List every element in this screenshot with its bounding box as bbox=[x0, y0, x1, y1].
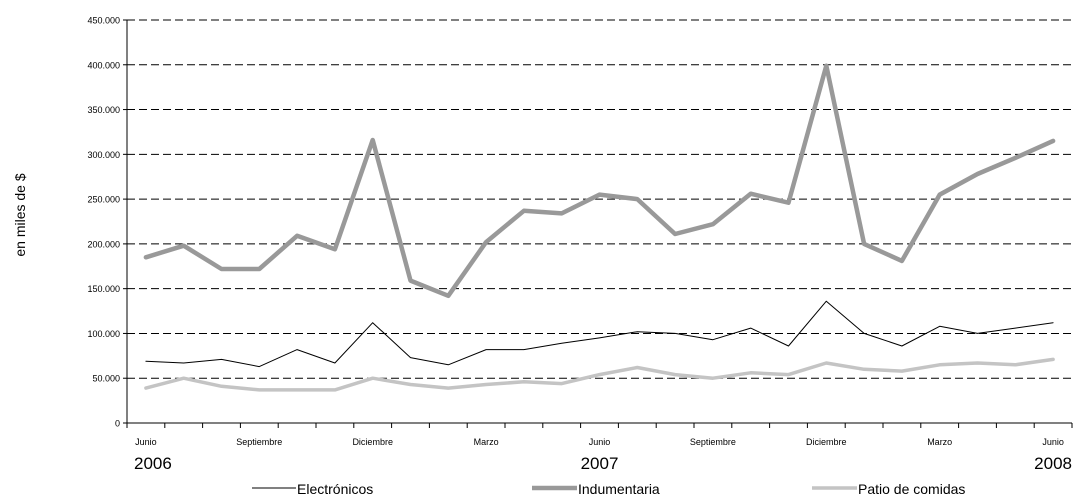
y-tick-label: 100.000 bbox=[87, 329, 120, 339]
y-tick-label: 200.000 bbox=[87, 239, 120, 249]
y-tick-label: 150.000 bbox=[87, 284, 120, 294]
y-tick-label: 450.000 bbox=[87, 16, 120, 26]
x-tick-label: Junio bbox=[135, 437, 157, 447]
x-tick-label: Diciembre bbox=[352, 437, 393, 447]
gridlines bbox=[127, 19, 1072, 379]
y-axis-label: en miles de $ bbox=[12, 173, 28, 257]
y-tick-label: 250.000 bbox=[87, 195, 120, 205]
x-tick-labels: Junio Septiembre Diciembre Marzo Junio Septie… bbox=[134, 437, 1072, 473]
x-tick-label: Marzo bbox=[927, 437, 952, 447]
year-label: 2007 bbox=[581, 454, 619, 473]
y-tick-label: 400.000 bbox=[87, 60, 120, 70]
x-tick-label: Diciembre bbox=[806, 437, 847, 447]
y-axis-title: en miles de $ bbox=[12, 135, 28, 295]
year-label: 2006 bbox=[134, 454, 172, 473]
legend-label-indumentaria: Indumentaria bbox=[578, 481, 660, 497]
series-line-0 bbox=[145, 300, 1054, 368]
y-tick-label: 350.000 bbox=[87, 105, 120, 115]
x-tick-label: Septiembre bbox=[690, 437, 736, 447]
legend-label-electronicos: Electrónicos bbox=[297, 481, 374, 497]
series-line-2 bbox=[144, 357, 1055, 392]
y-tick-label: 50.000 bbox=[92, 374, 120, 384]
legend-label-patio-de-comidas: Patio de comidas bbox=[858, 481, 966, 497]
series-lines bbox=[143, 63, 1056, 392]
x-tick-label: Marzo bbox=[474, 437, 499, 447]
year-label: 2008 bbox=[1034, 454, 1072, 473]
series-line-1 bbox=[143, 63, 1056, 299]
y-tick-labels: 0 50.000 100.000 150.000 200.000 250.000 300.0… bbox=[87, 16, 120, 429]
y-tick-label: 300.000 bbox=[87, 150, 120, 160]
x-tick-label: Septiembre bbox=[236, 437, 282, 447]
x-tick-label: Junio bbox=[589, 437, 611, 447]
y-tick-label: 0 bbox=[115, 419, 120, 429]
x-tick-label: Junio bbox=[1042, 437, 1064, 447]
axes bbox=[123, 19, 1073, 428]
